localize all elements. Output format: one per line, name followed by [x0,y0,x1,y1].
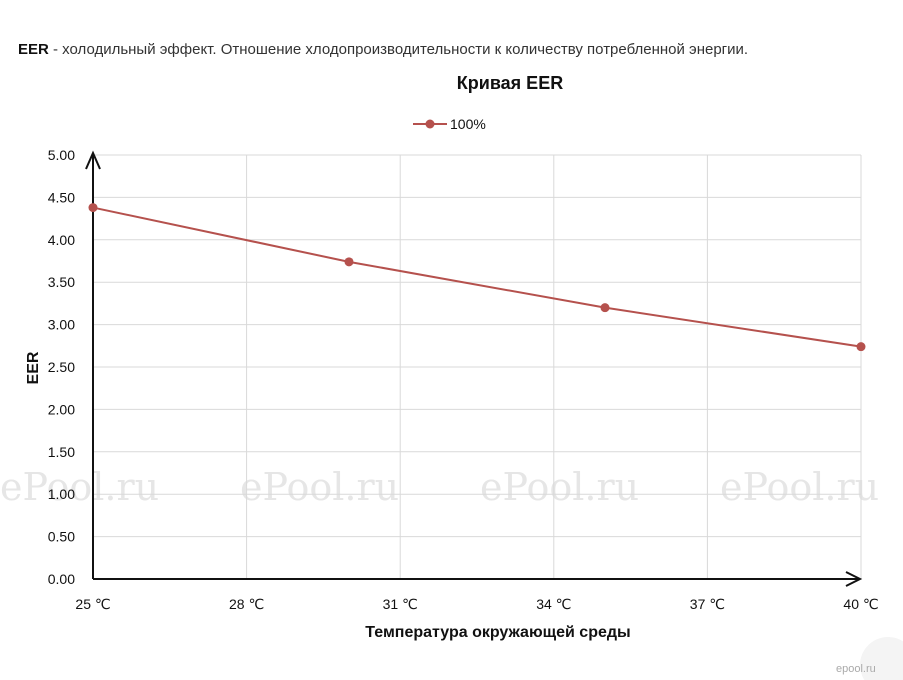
x-axis-title: Температура окружающей среды [365,624,630,641]
watermark-text: ePool.ru [240,465,399,509]
x-tick-label: 37 ℃ [690,596,725,612]
y-tick-label: 5.00 [48,147,75,163]
x-tick-label: 31 ℃ [383,596,418,612]
y-tick-label: 3.00 [48,317,75,333]
y-tick-label: 3.50 [48,274,75,290]
watermark-text: ePool.ru [720,465,879,509]
x-tick-labels: 25 ℃ 28 ℃ 31 ℃ 34 ℃ 37 ℃ 40 ℃ [75,596,878,612]
watermark-group: ePool.ru ePool.ru ePool.ru ePool.ru [0,465,879,509]
series-line [92,206,862,348]
badge-text: epool.ru [836,663,876,675]
watermark-text: ePool.ru [0,465,159,509]
y-tick-label: 2.50 [48,359,75,375]
intro-text: EER - холодильный эффект. Отношение хлод… [18,41,748,58]
y-tick-label: 4.00 [48,232,75,248]
data-point [856,342,866,352]
data-point [344,257,354,267]
data-point [88,203,98,213]
legend-marker [425,119,435,129]
legend: 100% [413,116,486,132]
watermark-text: ePool.ru [480,465,639,509]
y-tick-label: 1.50 [48,444,75,460]
badge-circle [860,637,903,680]
site-badge: epool.ru [836,637,903,680]
chart-title: Кривая EER [457,73,563,93]
intro-description: - холодильный эффект. Отношение хлодопро… [48,41,749,58]
y-tick-label: 1.00 [48,486,75,502]
data-point [600,303,610,313]
x-axis-arrow [845,571,863,587]
axes [85,150,863,587]
y-axis-title: EER [25,351,42,384]
y-tick-label: 0.50 [48,529,75,545]
x-tick-label: 34 ℃ [536,596,571,612]
x-tick-label: 28 ℃ [229,596,264,612]
series-group [88,203,866,352]
y-tick-label: 0.00 [48,571,75,587]
y-tick-label: 2.00 [48,401,75,417]
legend-label: 100% [450,116,486,132]
y-tick-label: 4.50 [48,189,75,205]
x-tick-label: 25 ℃ [75,596,110,612]
y-axis-arrow [85,150,101,170]
intro-term: EER [18,41,49,58]
grid-lines [93,154,862,579]
y-tick-labels: 0.00 0.50 1.00 1.50 2.00 2.50 3.00 3.50 4.00 4.50… [48,147,75,587]
x-tick-label: 40 ℃ [843,596,878,612]
